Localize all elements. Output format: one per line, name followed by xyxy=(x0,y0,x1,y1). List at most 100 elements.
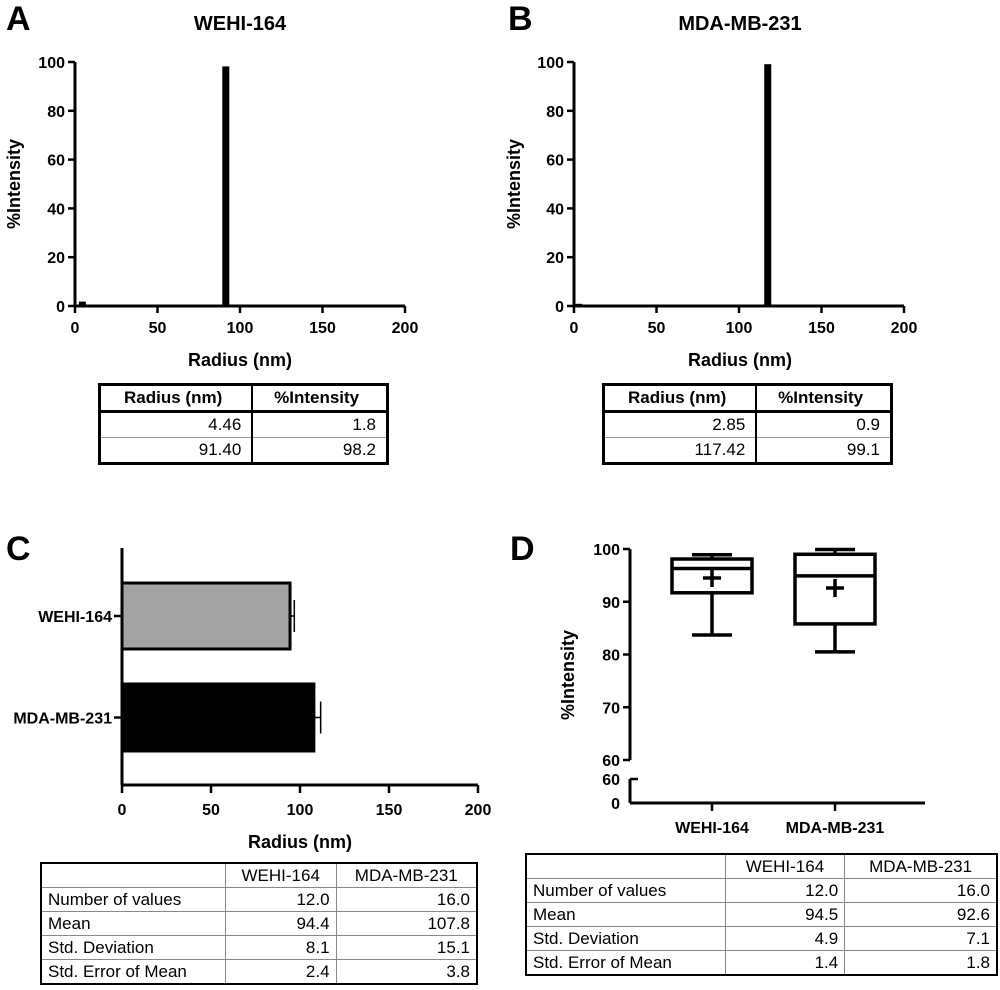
chart-b-x-tick-label: 200 xyxy=(891,320,918,337)
table-c: WEHI-164 MDA-MB-231 Number of values 12.0 16… xyxy=(40,862,478,985)
table-row: Mean 94.5 92.6 xyxy=(525,902,998,927)
table-cell: 16.0 xyxy=(844,878,998,903)
table-cell: 1.8 xyxy=(844,950,998,976)
table-header-cell xyxy=(41,863,226,888)
chart-b-x-tick-label: 100 xyxy=(726,320,753,337)
chart-b-y-tick-label: 80 xyxy=(546,104,564,121)
table-cell: Mean xyxy=(525,902,726,927)
table-cell: 117.42 xyxy=(603,437,758,464)
table-row: Mean 94.4 107.8 xyxy=(40,911,478,936)
chart-a-y-tick-label: 40 xyxy=(47,201,65,218)
chart-c-category-label: WEHI-164 xyxy=(38,609,112,626)
chart-b-y-tick-label: 0 xyxy=(555,299,564,316)
chart-b-xlabel: Radius (nm) xyxy=(688,350,792,370)
chart-a-x-tick-label: 50 xyxy=(149,320,167,337)
table-cell: 94.4 xyxy=(224,911,337,936)
table-row: Std. Error of Mean 2.4 3.8 xyxy=(40,959,478,985)
table-cell: 94.5 xyxy=(724,902,846,927)
chart-a-y-tick-label: 80 xyxy=(47,104,65,121)
table-cell: 4.9 xyxy=(724,926,846,951)
table-header-cell: MDA-MB-231 xyxy=(844,853,998,879)
table-header-row: WEHI-164 MDA-MB-231 xyxy=(41,862,478,888)
table-row: Number of values 12.0 16.0 xyxy=(525,878,998,903)
chart-c-x-tick-label: 0 xyxy=(118,802,127,819)
chart-a-ylabel: %Intensity xyxy=(4,139,24,229)
chart-d-y-tick-label: 100 xyxy=(593,542,620,559)
chart-b-y-tick-label: 20 xyxy=(546,250,564,267)
chart-a-x-tick-label: 100 xyxy=(227,320,254,337)
chart-a-bar xyxy=(222,66,230,306)
chart-c-bar xyxy=(120,682,316,753)
chart-a-y-tick-label: 60 xyxy=(47,153,65,170)
panel-label-c: C xyxy=(6,530,31,568)
chart-b-x-tick-label: 150 xyxy=(808,320,835,337)
table-cell: Std. Deviation xyxy=(525,926,726,951)
table-cell: Mean xyxy=(40,911,226,936)
table-cell: 7.1 xyxy=(844,926,998,951)
table-cell: 2.4 xyxy=(224,959,337,985)
table-cell: Number of values xyxy=(40,887,226,912)
table-header-cell: MDA-MB-231 xyxy=(335,862,478,888)
table-header-cell xyxy=(526,854,726,879)
table-row: Number of values 12.0 16.0 xyxy=(40,887,478,912)
chart-b-bar xyxy=(764,64,772,306)
table-cell: 4.46 xyxy=(99,411,254,438)
table-cell: Std. Error of Mean xyxy=(525,950,726,976)
table-cell: 91.40 xyxy=(99,437,254,464)
table-header-cell: WEHI-164 xyxy=(724,853,846,879)
chart-b-x-tick-label: 0 xyxy=(570,320,579,337)
chart-d-category-label: MDA-MB-231 xyxy=(786,820,885,837)
chart-b-title: MDA-MB-231 xyxy=(678,13,801,35)
panel-label-d: D xyxy=(510,530,535,568)
table-row: Std. Deviation 8.1 15.1 xyxy=(40,935,478,960)
table-cell: Std. Error of Mean xyxy=(40,959,226,985)
table-cell: 1.8 xyxy=(252,411,389,438)
chart-d-y-tick-label: 60 xyxy=(602,772,620,789)
table-cell: 16.0 xyxy=(335,887,478,912)
chart-a-x-tick-label: 200 xyxy=(392,320,419,337)
chart-b-x-tick-label: 50 xyxy=(648,320,666,337)
chart-b-y-tick-label: 100 xyxy=(537,55,564,72)
table-cell: 3.8 xyxy=(335,959,478,985)
table-b: Radius (nm) %Intensity 2.85 0.9 117.42 99.1 xyxy=(602,383,893,465)
chart-c-xlabel: Radius (nm) xyxy=(248,832,352,852)
chart-b-y-tick-label: 60 xyxy=(546,153,564,170)
table-cell: Std. Deviation xyxy=(40,935,226,960)
chart-a-y-tick-label: 0 xyxy=(56,299,65,316)
table-d: WEHI-164 MDA-MB-231 Number of values 12.0 16… xyxy=(525,853,998,976)
table-row: 117.42 99.1 xyxy=(603,437,893,464)
table-header-cell: %Intensity xyxy=(252,384,389,413)
chart-a-title: WEHI-164 xyxy=(194,13,287,35)
chart-a-bar xyxy=(78,301,86,306)
table-header-cell: WEHI-164 xyxy=(224,862,337,888)
chart-a-y-tick-label: 100 xyxy=(38,55,65,72)
table-cell: 0.9 xyxy=(756,411,893,438)
panel-label-a: A xyxy=(6,0,31,38)
chart-d-y-tick-label: 90 xyxy=(602,595,620,612)
table-row: 4.46 1.8 xyxy=(99,411,389,438)
table-cell: 98.2 xyxy=(252,437,389,464)
chart-c-x-tick-label: 150 xyxy=(376,802,403,819)
table-cell: 8.1 xyxy=(224,935,337,960)
table-header-cell: %Intensity xyxy=(756,384,893,413)
table-cell: 15.1 xyxy=(335,935,478,960)
table-header-row: Radius (nm) %Intensity xyxy=(99,384,389,413)
chart-d-y-tick-label: 0 xyxy=(611,796,620,813)
chart-a-xlabel: Radius (nm) xyxy=(188,350,292,370)
table-cell: 1.4 xyxy=(724,950,846,976)
table-row: Std. Error of Mean 1.4 1.8 xyxy=(525,950,998,976)
table-header-row: Radius (nm) %Intensity xyxy=(603,384,893,413)
chart-a-x-tick-label: 150 xyxy=(309,320,336,337)
table-header-row: WEHI-164 MDA-MB-231 xyxy=(526,853,998,879)
chart-d-y-tick-label: 70 xyxy=(602,700,620,717)
chart-a-x-tick-label: 0 xyxy=(71,320,80,337)
chart-d-y-tick-label: 60 xyxy=(602,753,620,770)
table-row: 91.40 98.2 xyxy=(99,437,389,464)
chart-c-x-tick-label: 100 xyxy=(287,802,314,819)
table-cell: 2.85 xyxy=(603,411,758,438)
chart-c-bar xyxy=(120,581,292,651)
chart-b-y-tick-label: 40 xyxy=(546,201,564,218)
table-a: Radius (nm) %Intensity 4.46 1.8 91.40 98.2 xyxy=(98,383,389,465)
chart-b-ylabel: %Intensity xyxy=(504,139,524,229)
